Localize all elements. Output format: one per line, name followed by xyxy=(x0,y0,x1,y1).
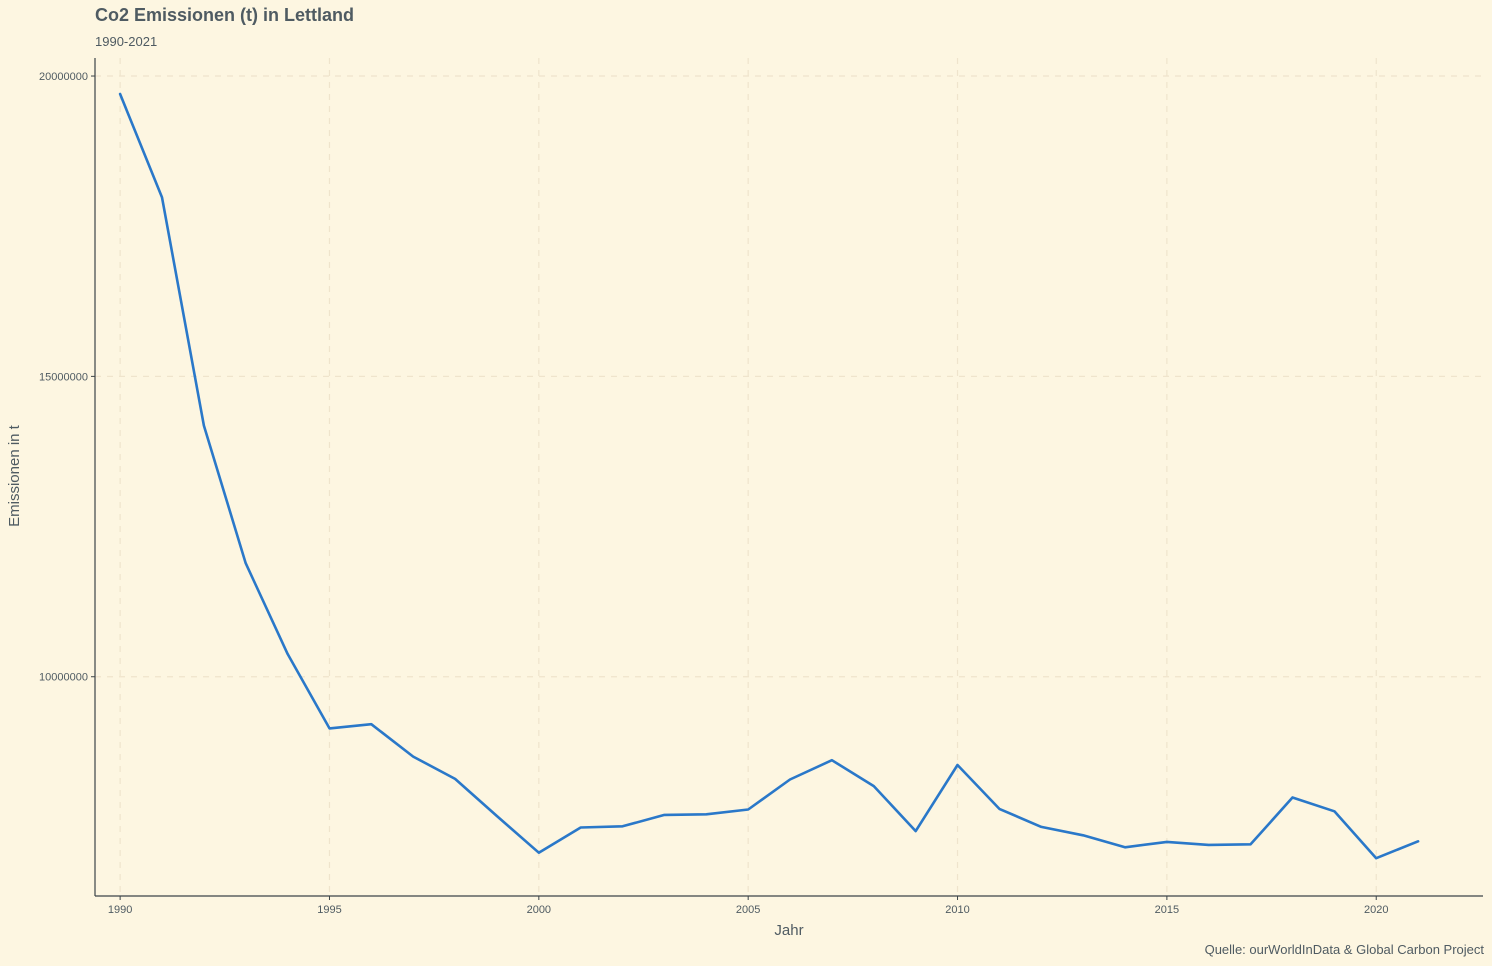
x-tick-label: 2005 xyxy=(736,904,760,916)
ticks: 1990 1995 2000 2005 2010 2015 2020 10000000 1500… xyxy=(39,71,1388,916)
series-line xyxy=(118,92,1420,860)
y-tick-label: 20000000 xyxy=(39,71,88,83)
chart-title: Co2 Emissionen (t) in Lettland xyxy=(95,5,355,25)
y-tick-label: 10000000 xyxy=(39,672,88,684)
x-tick-label: 2020 xyxy=(1364,904,1388,916)
chart-subtitle: 1990-2021 xyxy=(95,34,158,49)
grid xyxy=(95,58,1483,896)
x-axis-title: Jahr xyxy=(774,922,803,939)
x-tick-label: 2015 xyxy=(1155,904,1179,916)
x-tick-label: 2010 xyxy=(945,904,969,916)
chart-caption: Quelle: ourWorldInData & Global Carbon P… xyxy=(1204,942,1484,957)
x-tick-label: 1995 xyxy=(317,904,341,916)
series-layer xyxy=(118,92,1420,860)
x-tick-label: 2000 xyxy=(527,904,551,916)
y-tick-label: 15000000 xyxy=(39,371,88,383)
x-tick-label: 1990 xyxy=(108,904,132,916)
y-axis-title: Emissionen in t xyxy=(6,424,23,527)
axes xyxy=(94,58,1483,897)
